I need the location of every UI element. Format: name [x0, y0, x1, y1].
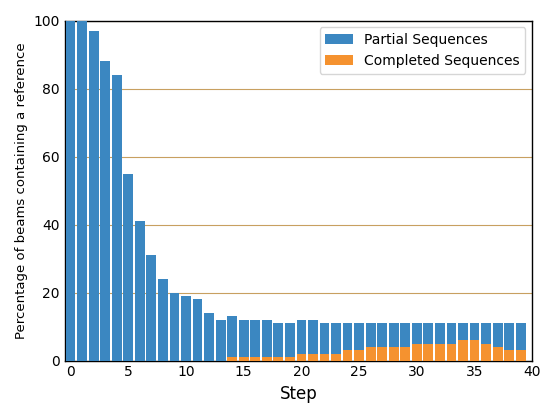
Bar — [342, 350, 353, 361]
Bar — [216, 320, 226, 361]
Bar — [308, 354, 318, 361]
Bar — [250, 320, 260, 357]
Bar — [493, 323, 503, 347]
Bar — [435, 323, 445, 344]
Bar — [146, 255, 156, 361]
Bar — [400, 323, 410, 347]
Bar — [296, 320, 306, 354]
Bar — [458, 340, 468, 361]
Bar — [285, 323, 295, 357]
Bar — [424, 344, 433, 361]
Bar — [89, 31, 98, 361]
Bar — [481, 344, 491, 361]
Bar — [366, 323, 375, 347]
Bar — [296, 354, 306, 361]
Bar — [285, 357, 295, 361]
Bar — [481, 323, 491, 344]
Bar — [516, 350, 525, 361]
X-axis label: Step: Step — [280, 385, 317, 403]
Bar — [354, 323, 364, 350]
Bar — [331, 354, 341, 361]
Bar — [239, 320, 249, 357]
Bar — [320, 354, 329, 361]
Bar — [378, 347, 387, 361]
Bar — [446, 323, 456, 344]
Bar — [331, 323, 341, 354]
Bar — [354, 350, 364, 361]
Bar — [227, 357, 237, 361]
Bar — [170, 293, 180, 361]
Bar — [250, 357, 260, 361]
Bar — [112, 75, 122, 361]
Bar — [227, 316, 237, 357]
Bar — [100, 61, 110, 361]
Bar — [77, 20, 87, 361]
Bar — [204, 313, 214, 361]
Bar — [274, 323, 283, 357]
Bar — [504, 350, 514, 361]
Bar — [493, 347, 503, 361]
Bar — [320, 323, 329, 354]
Bar — [66, 20, 76, 361]
Bar — [239, 357, 249, 361]
Bar — [412, 344, 422, 361]
Bar — [274, 357, 283, 361]
Bar — [308, 320, 318, 354]
Bar — [470, 340, 479, 361]
Bar — [458, 323, 468, 340]
Legend: Partial Sequences, Completed Sequences: Partial Sequences, Completed Sequences — [320, 28, 525, 74]
Bar — [158, 279, 168, 361]
Bar — [366, 347, 375, 361]
Bar — [135, 221, 145, 361]
Y-axis label: Percentage of beams containing a reference: Percentage of beams containing a referen… — [15, 42, 28, 339]
Bar — [378, 323, 387, 347]
Bar — [424, 323, 433, 344]
Bar — [435, 344, 445, 361]
Bar — [504, 323, 514, 350]
Bar — [389, 347, 399, 361]
Bar — [262, 320, 272, 357]
Bar — [123, 173, 133, 361]
Bar — [470, 323, 479, 340]
Bar — [412, 323, 422, 344]
Bar — [262, 357, 272, 361]
Bar — [446, 344, 456, 361]
Bar — [342, 323, 353, 350]
Bar — [389, 323, 399, 347]
Bar — [181, 296, 191, 361]
Bar — [516, 323, 525, 350]
Bar — [400, 347, 410, 361]
Bar — [192, 299, 202, 361]
